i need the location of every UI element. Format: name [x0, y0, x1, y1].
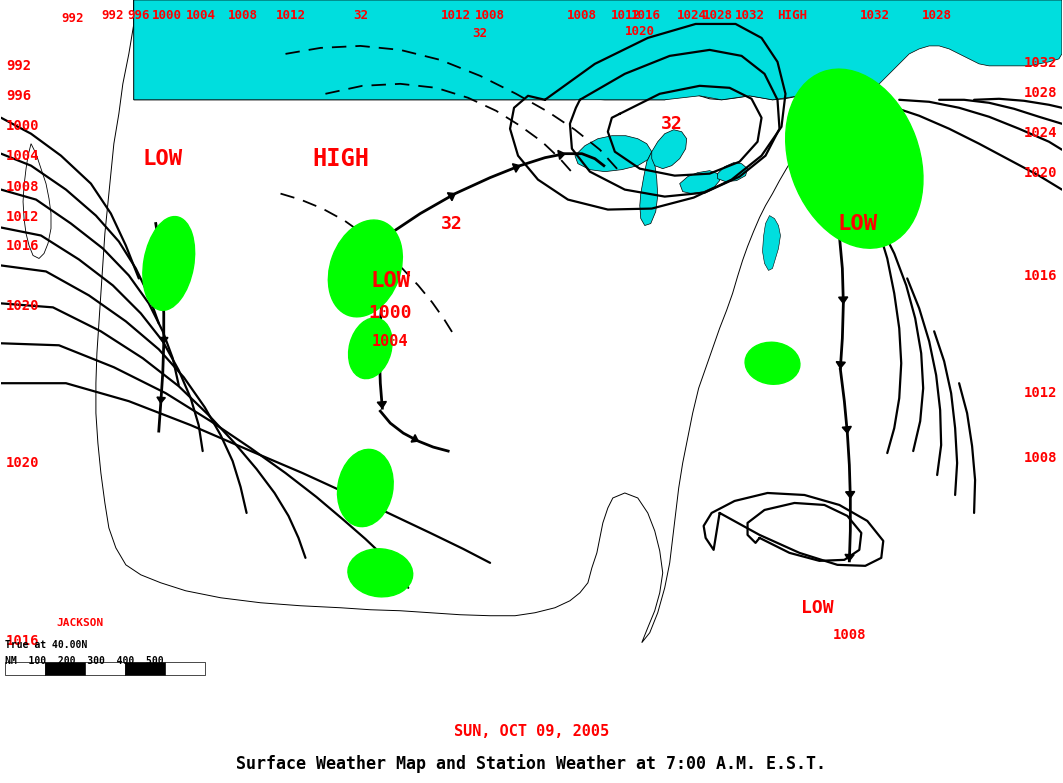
Polygon shape: [159, 337, 168, 343]
Polygon shape: [23, 144, 51, 258]
Polygon shape: [378, 287, 388, 294]
Text: LOW: LOW: [142, 149, 183, 168]
Polygon shape: [96, 0, 858, 643]
Polygon shape: [837, 362, 845, 368]
Text: 1008: 1008: [227, 9, 257, 23]
Polygon shape: [448, 193, 455, 200]
Polygon shape: [833, 229, 843, 236]
Text: SUN, OCT 09, 2005: SUN, OCT 09, 2005: [454, 724, 609, 739]
Text: 32: 32: [473, 27, 488, 41]
Text: 1012: 1012: [1024, 386, 1057, 400]
Polygon shape: [679, 171, 720, 193]
Text: True at 40.00N: True at 40.00N: [5, 640, 87, 650]
Polygon shape: [718, 163, 747, 182]
Polygon shape: [845, 492, 855, 498]
Text: 1032: 1032: [860, 9, 891, 23]
Text: LOW: LOW: [802, 599, 833, 617]
Text: 32: 32: [441, 215, 463, 233]
Text: 996: 996: [128, 9, 150, 23]
Polygon shape: [762, 215, 780, 270]
Polygon shape: [512, 164, 520, 172]
Ellipse shape: [328, 220, 402, 317]
Ellipse shape: [142, 217, 195, 310]
Text: 996: 996: [6, 88, 31, 103]
Text: Surface Weather Map and Station Weather at 7:00 A.M. E.S.T.: Surface Weather Map and Station Weather …: [236, 754, 827, 773]
Text: 1004: 1004: [372, 334, 408, 348]
Polygon shape: [157, 397, 166, 403]
Text: 1004: 1004: [6, 149, 39, 163]
Polygon shape: [377, 402, 386, 408]
Text: LOW: LOW: [838, 214, 877, 233]
Text: 1020: 1020: [625, 25, 655, 38]
Polygon shape: [134, 0, 1062, 106]
Text: 1008: 1008: [567, 9, 597, 23]
Text: 1028: 1028: [1024, 86, 1057, 99]
Text: 1032: 1032: [1024, 56, 1057, 70]
Text: 1000: 1000: [6, 119, 39, 133]
Polygon shape: [842, 427, 851, 433]
Ellipse shape: [349, 318, 392, 379]
Polygon shape: [575, 135, 652, 171]
Text: HIGH: HIGH: [311, 146, 369, 171]
Text: 1008: 1008: [6, 179, 39, 193]
Text: 1012: 1012: [441, 9, 471, 23]
Text: 1012: 1012: [275, 9, 305, 23]
Text: 1012: 1012: [611, 9, 641, 23]
Text: 1020: 1020: [1024, 166, 1057, 179]
Bar: [45, 662, 85, 675]
Polygon shape: [375, 347, 384, 353]
Text: 1000: 1000: [369, 305, 412, 323]
Text: 1000: 1000: [152, 9, 182, 23]
Text: 1020: 1020: [6, 299, 39, 313]
Text: 1008: 1008: [475, 9, 505, 23]
Text: 1016: 1016: [1024, 269, 1057, 283]
Bar: [124, 662, 165, 675]
Polygon shape: [839, 297, 848, 303]
Text: 1008: 1008: [832, 628, 866, 642]
Text: 992: 992: [102, 9, 124, 23]
Ellipse shape: [745, 342, 799, 384]
Polygon shape: [411, 435, 418, 442]
Ellipse shape: [786, 69, 923, 248]
Text: 992: 992: [62, 13, 84, 26]
Text: 1028: 1028: [923, 9, 952, 23]
Text: 1016: 1016: [6, 240, 39, 254]
Ellipse shape: [348, 549, 412, 597]
Text: 32: 32: [661, 115, 682, 133]
Text: LOW: LOW: [370, 272, 410, 291]
Text: 1004: 1004: [186, 9, 216, 23]
Ellipse shape: [337, 449, 393, 527]
Polygon shape: [845, 554, 855, 561]
Bar: [5, 662, 45, 675]
Text: 1028: 1028: [703, 9, 732, 23]
Polygon shape: [640, 152, 658, 226]
Text: 1016: 1016: [630, 9, 661, 23]
Polygon shape: [652, 130, 687, 168]
Text: 992: 992: [6, 59, 31, 73]
Text: 1032: 1032: [735, 9, 764, 23]
Polygon shape: [558, 150, 564, 160]
Text: HIGH: HIGH: [777, 9, 808, 23]
Bar: [85, 662, 124, 675]
Text: 1016: 1016: [6, 633, 39, 648]
Text: 1008: 1008: [1024, 451, 1057, 465]
Polygon shape: [158, 277, 167, 283]
Text: JACKSON: JACKSON: [56, 618, 103, 628]
Text: 1024: 1024: [1024, 126, 1057, 139]
Text: 1020: 1020: [6, 456, 39, 470]
Text: 1012: 1012: [6, 210, 39, 224]
Text: 32: 32: [353, 9, 368, 23]
Bar: [165, 662, 205, 675]
Text: 1024: 1024: [677, 9, 707, 23]
Text: NM  100  200  300  400  500: NM 100 200 300 400 500: [5, 655, 164, 666]
